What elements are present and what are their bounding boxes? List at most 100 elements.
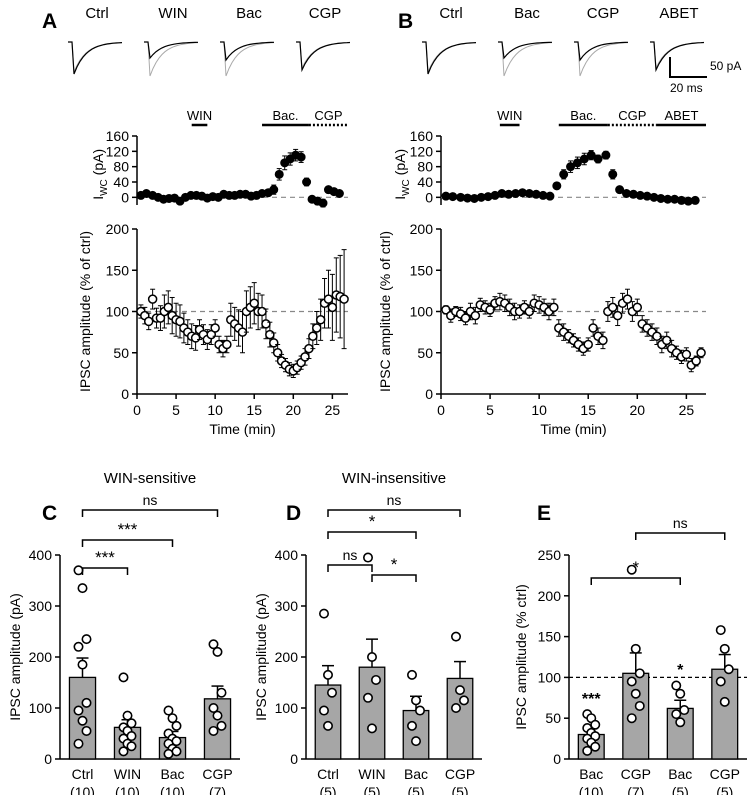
- y-tick-label: 100: [29, 700, 53, 716]
- data-point: [715, 676, 726, 687]
- trace-drug: [498, 41, 553, 77]
- data-point: [582, 745, 593, 756]
- n-label: (5): [319, 784, 336, 795]
- x-tick-label: 0: [437, 402, 445, 418]
- data-point: [163, 705, 174, 716]
- data-point: [326, 687, 337, 698]
- y-tick-label: 160: [410, 128, 434, 144]
- data-point: [696, 348, 706, 358]
- data-point: [590, 719, 601, 730]
- data-point: [269, 338, 279, 348]
- significance-bracket: [635, 532, 726, 540]
- trace-label: CGP: [587, 5, 620, 22]
- data-point: [163, 302, 174, 313]
- x-tick-label: Ctrl: [72, 766, 94, 782]
- chart-title: WIN-sensitive: [104, 470, 197, 487]
- data-point: [612, 310, 623, 321]
- bar: [402, 709, 430, 760]
- significance-mark: ***: [582, 691, 601, 708]
- y-tick-label: 150: [106, 262, 130, 278]
- y-tick-label: 200: [538, 588, 562, 604]
- data-point: [212, 710, 223, 721]
- data-point: [671, 680, 682, 691]
- data-point: [311, 323, 322, 333]
- y-tick-label: 400: [275, 547, 299, 563]
- trace-label: CGP: [309, 5, 342, 22]
- significance-bracket: [327, 509, 461, 517]
- panel-label-b: B: [398, 10, 413, 33]
- data-point: [216, 687, 227, 698]
- data-point: [634, 700, 645, 711]
- data-point: [675, 717, 686, 728]
- drug-bar-label: CGP: [618, 108, 646, 123]
- y-tick-label: 160: [106, 128, 130, 144]
- x-tick-label: 5: [486, 402, 494, 418]
- significance-label: *: [369, 512, 376, 531]
- y-tick-label: 80: [417, 159, 433, 175]
- chart-title: WIN-insensitive: [342, 470, 446, 487]
- data-point: [81, 725, 92, 736]
- y-tick-label: 0: [44, 751, 52, 767]
- trace-control: [144, 41, 199, 60]
- data-point: [126, 718, 137, 729]
- panel-label-d: D: [286, 502, 301, 525]
- data-point: [566, 162, 576, 172]
- trace-control: [296, 41, 351, 73]
- data-point: [302, 177, 312, 187]
- data-point: [362, 692, 373, 703]
- y-tick-label: 200: [29, 649, 53, 665]
- data-point: [675, 688, 686, 699]
- data-point: [626, 676, 637, 687]
- y-tick-label: 50: [113, 345, 129, 361]
- x-tick-label: 25: [325, 402, 341, 418]
- data-point: [626, 713, 637, 724]
- data-point: [593, 154, 603, 164]
- y-tick-label: 200: [275, 649, 299, 665]
- n-label: (10): [70, 784, 95, 795]
- trace-control: [68, 41, 123, 75]
- trace-label: Ctrl: [439, 5, 462, 22]
- x-tick-label: Bac: [579, 766, 603, 782]
- trace-control: [498, 41, 553, 60]
- x-axis-title: Time (min): [540, 421, 606, 437]
- y-tick-label: 0: [425, 189, 433, 205]
- scale-bar: 50 pA 20 ms: [669, 57, 741, 95]
- data-point: [118, 672, 129, 683]
- y-axis-title: IWC (pA): [392, 149, 412, 200]
- data-point: [572, 158, 582, 168]
- data-point: [81, 697, 92, 708]
- panel-label-a: A: [42, 10, 57, 33]
- significance-label: ns: [343, 547, 358, 563]
- data-point: [454, 685, 465, 696]
- y-tick-label: 150: [410, 262, 434, 278]
- trace-label: Bac: [514, 5, 540, 22]
- x-tick-label: Bac: [668, 766, 692, 782]
- drug-bar-label: WIN: [187, 108, 212, 123]
- data-point: [370, 674, 381, 685]
- data-point: [73, 641, 84, 652]
- x-tick-label: 5: [172, 402, 180, 418]
- data-point: [122, 710, 133, 721]
- drug-bar-label: Bac.: [570, 108, 596, 123]
- y-tick-label: 100: [106, 304, 130, 320]
- data-point: [366, 651, 377, 662]
- x-tick-label: 10: [207, 402, 223, 418]
- data-point: [583, 339, 593, 350]
- trace-control: [574, 41, 629, 62]
- data-point: [318, 198, 328, 208]
- data-point: [579, 154, 589, 164]
- trace-control: [650, 41, 705, 73]
- x-tick-label: Bac: [404, 766, 428, 782]
- data-point: [296, 152, 306, 162]
- data-point: [608, 302, 618, 313]
- scale-bar-x-label: 20 ms: [670, 81, 703, 95]
- x-tick-label: WIN: [358, 766, 385, 782]
- data-point: [690, 195, 700, 205]
- data-point: [143, 316, 154, 327]
- data-point: [216, 720, 227, 731]
- data-point: [632, 302, 643, 313]
- x-tick-label: CGP: [621, 766, 651, 782]
- x-axis-title: Time (min): [209, 421, 275, 437]
- significance-bracket: [371, 574, 417, 582]
- significance-bracket: [81, 509, 219, 517]
